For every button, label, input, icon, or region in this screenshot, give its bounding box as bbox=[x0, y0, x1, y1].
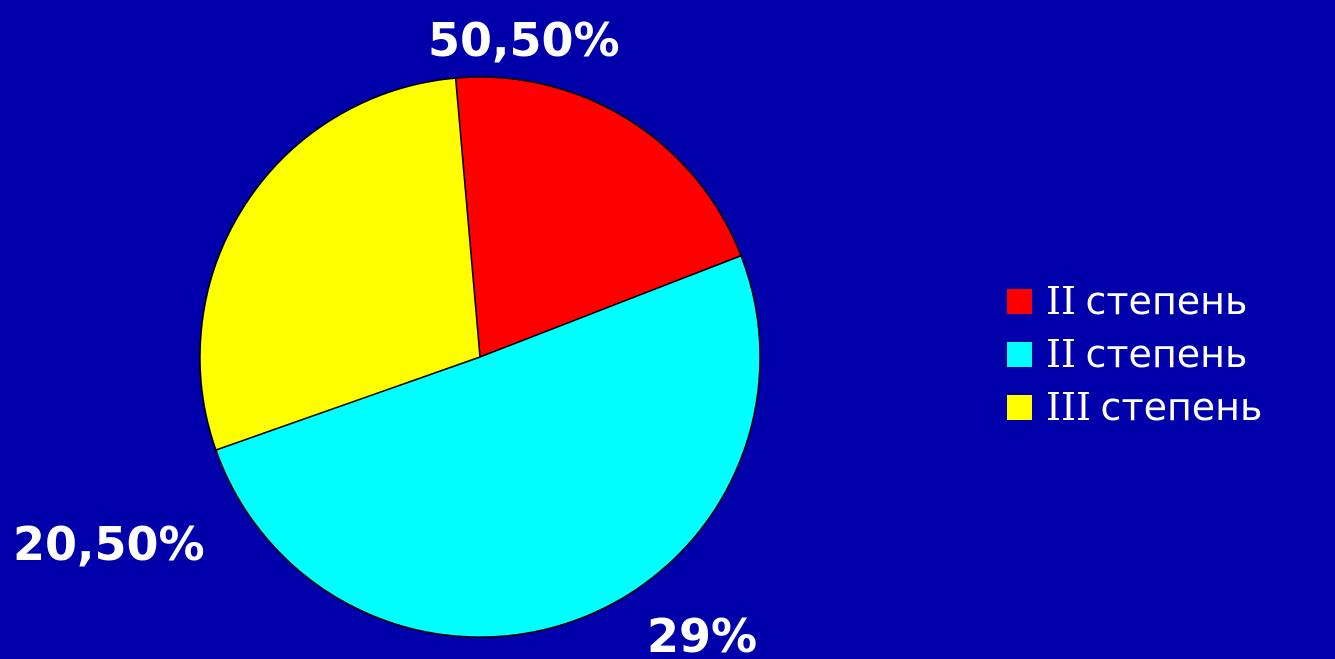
slice-label-cyan: 50,50% bbox=[428, 13, 620, 67]
legend-label: II степень bbox=[1046, 282, 1247, 321]
legend-swatch-cyan bbox=[1007, 341, 1032, 367]
legend-swatch-yellow bbox=[1007, 394, 1032, 420]
legend-label-word: степень bbox=[1085, 331, 1248, 376]
slice-label-red: 20,50% bbox=[13, 517, 205, 571]
legend: II степень II степень III степень bbox=[1007, 279, 1262, 438]
pie-slice-cyan bbox=[215, 255, 761, 638]
legend-swatch-red bbox=[1007, 288, 1032, 314]
legend-item: II степень bbox=[1007, 332, 1262, 376]
legend-item: III степень bbox=[1007, 385, 1262, 429]
pie-slice-red bbox=[454, 76, 742, 358]
legend-label-word: степень bbox=[1085, 278, 1248, 323]
legend-item: II степень bbox=[1007, 279, 1262, 323]
legend-label-roman: II bbox=[1046, 331, 1077, 376]
slice-label-yellow: 29% bbox=[647, 609, 758, 659]
legend-label: II степень bbox=[1046, 335, 1247, 374]
legend-label-roman: II bbox=[1046, 278, 1077, 323]
legend-label: III степень bbox=[1046, 388, 1262, 427]
pie-slice-yellow bbox=[199, 77, 481, 451]
legend-label-roman: III bbox=[1046, 384, 1092, 429]
legend-label-word: степень bbox=[1100, 384, 1263, 429]
